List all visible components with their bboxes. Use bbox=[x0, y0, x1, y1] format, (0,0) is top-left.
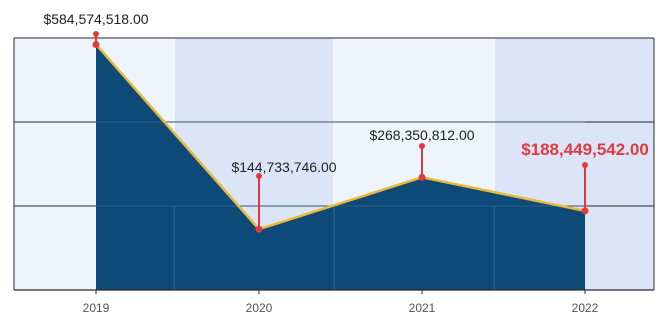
x-tick-label: 2019 bbox=[83, 301, 110, 315]
x-tick-label: 2021 bbox=[409, 301, 436, 315]
data-label: $268,350,812.00 bbox=[369, 127, 474, 143]
data-point bbox=[93, 41, 100, 48]
leader-endpoint bbox=[419, 143, 425, 149]
data-point bbox=[256, 226, 263, 233]
data-label-highlight: $188,449,542.00 bbox=[521, 140, 649, 159]
data-label: $144,733,746.00 bbox=[231, 159, 336, 175]
data-point bbox=[419, 174, 426, 181]
leader-endpoint bbox=[93, 31, 99, 37]
data-label: $584,574,518.00 bbox=[43, 11, 148, 27]
data-point bbox=[582, 207, 589, 214]
x-tick-label: 2020 bbox=[246, 301, 273, 315]
x-tick-label: 2022 bbox=[572, 301, 599, 315]
leader-endpoint bbox=[582, 162, 588, 168]
